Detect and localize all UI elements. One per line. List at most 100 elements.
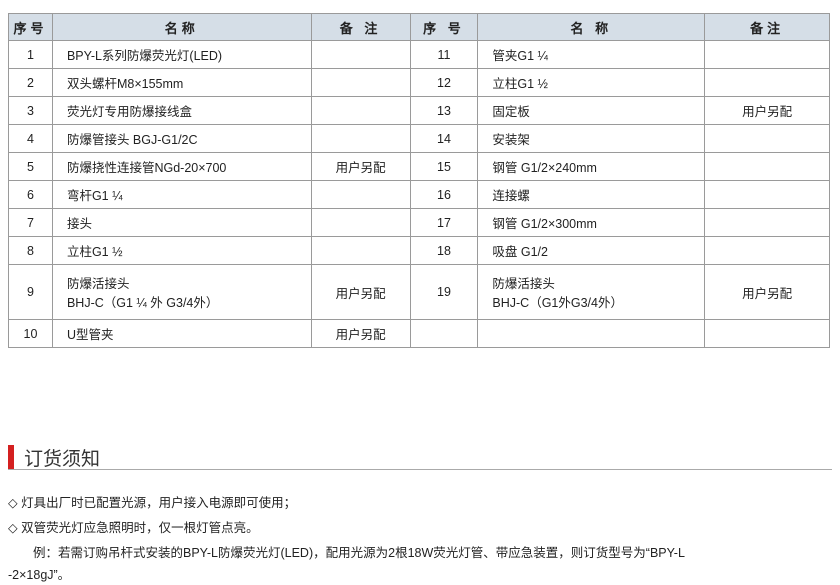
cell-text: 立柱G1 ½	[492, 77, 548, 91]
remark-right: 用户另配	[704, 264, 830, 320]
header-name-right: 名 称	[477, 13, 706, 41]
remark	[310, 68, 411, 97]
remark-right	[704, 40, 830, 69]
remark	[310, 124, 411, 153]
cell-text: 固定板	[492, 105, 530, 119]
cell-text: 防爆活接头	[66, 277, 130, 291]
part-name-right: 立柱G1 ½	[477, 68, 706, 97]
part-name: 立柱G1 ½	[51, 236, 312, 265]
remark	[310, 208, 411, 237]
cell-text: 防爆管接头 BGJ-G1/2C	[66, 133, 198, 147]
cell-text: 钢管 G1/2×240mm	[492, 161, 597, 175]
part-name: BPY-L系列防爆荧光灯(LED)	[51, 40, 312, 69]
row-number-right: 18	[409, 236, 479, 265]
row-number-right: 12	[409, 68, 479, 97]
remark-right	[704, 236, 830, 265]
remark-right	[704, 180, 830, 209]
row-number: 5	[8, 152, 53, 181]
cell-text: BHJ-C（G1外G3/4外）	[492, 296, 623, 310]
remark-right	[704, 208, 830, 237]
note-2: ◇ 双管荧光灯应急照明时，仅一根灯管点亮。	[8, 521, 259, 535]
row-number-right: 17	[409, 208, 479, 237]
cell-text: 3	[27, 103, 34, 118]
part-name: 双头螺杆M8×155mm	[51, 68, 312, 97]
row-number-right: 13	[409, 96, 479, 125]
cell-text: 18	[437, 243, 451, 258]
cell-text: 2	[27, 75, 34, 90]
part-name-right: 管夹G1 ¼	[477, 40, 706, 69]
part-name: 防爆管接头 BGJ-G1/2C	[51, 124, 312, 153]
cell-text: 6	[27, 187, 34, 202]
parts-table: 序号 名称 备 注 序 号 名 称 备注 1 BPY-L系列防爆荧光灯(LED) 1…	[8, 13, 830, 348]
cell-text: 弯杆G1 ¼	[66, 189, 123, 203]
cell-text: 安装架	[492, 133, 530, 147]
cell-text: 15	[437, 159, 451, 174]
table-row: 5 防爆挠性连接管NGd-20×700 用户另配 15 钢管 G1/2×240mm	[8, 152, 830, 181]
remark-right	[704, 68, 830, 97]
cell-text: 用户另配	[742, 286, 793, 301]
cell-text: 双头螺杆M8×155mm	[66, 77, 184, 91]
part-name-right	[477, 319, 706, 348]
cell-text: 钢管 G1/2×300mm	[492, 217, 597, 231]
row-number: 2	[8, 68, 53, 97]
part-name-right: 防爆活接头 BHJ-C（G1外G3/4外）	[477, 264, 706, 320]
row-number: 6	[8, 180, 53, 209]
cell-text: 立柱G1 ½	[66, 245, 123, 259]
row-number: 3	[8, 96, 53, 125]
remark: 用户另配	[310, 264, 411, 320]
cell-text: 防爆挠性连接管NGd-20×700	[66, 161, 227, 175]
part-name-right: 连接螺	[477, 180, 706, 209]
cell-text: 13	[437, 103, 451, 118]
cell-text: 用户另配	[742, 105, 793, 119]
table-row: 10 U型管夹 用户另配	[8, 319, 830, 348]
cell-text: 11	[437, 47, 451, 62]
example-text-cont: -2×18gJ”。	[8, 568, 71, 582]
cell-text: 荧光灯专用防爆接线盒	[66, 105, 192, 119]
row-number: 4	[8, 124, 53, 153]
cell-text: 防爆活接头	[492, 277, 555, 291]
cell-text: 用户另配	[335, 161, 386, 175]
section-title: 订货须知	[24, 449, 101, 470]
part-name-right: 钢管 G1/2×240mm	[477, 152, 706, 181]
cell-text: 用户另配	[335, 328, 386, 342]
section-accent-bar	[8, 445, 14, 469]
cell-text: 9	[27, 285, 34, 299]
part-name-right: 固定板	[477, 96, 706, 125]
cell-text: 16	[437, 187, 451, 202]
cell-text: 连接螺	[492, 189, 530, 203]
cell-text: 5	[27, 159, 34, 174]
header-note-right: 备注	[704, 13, 830, 41]
cell-text: 4	[27, 131, 34, 146]
cell-text: BHJ-C（G1 ¼ 外 G3/4外）	[66, 296, 219, 310]
remark	[310, 40, 411, 69]
part-name-right: 钢管 G1/2×300mm	[477, 208, 706, 237]
table-header: 序号 名称 备 注 序 号 名 称 备注	[8, 13, 830, 41]
table-row: 4 防爆管接头 BGJ-G1/2C 14 安装架	[8, 124, 830, 153]
row-number-right: 11	[409, 40, 479, 69]
note-1: ◇ 灯具出厂时已配置光源，用户接入电源即可使用；	[8, 496, 297, 510]
row-number: 10	[8, 319, 53, 348]
part-name: 弯杆G1 ¼	[51, 180, 312, 209]
row-number-right: 15	[409, 152, 479, 181]
cell-text: 用户另配	[335, 286, 386, 301]
table-row: 8 立柱G1 ½ 18 吸盘 G1/2	[8, 236, 830, 265]
part-name: 防爆挠性连接管NGd-20×700	[51, 152, 312, 181]
cell-text: 接头	[66, 217, 92, 231]
row-number-right: 19	[409, 264, 479, 320]
remark: 用户另配	[310, 319, 411, 348]
row-number: 7	[8, 208, 53, 237]
row-number: 8	[8, 236, 53, 265]
header-name: 名称	[51, 13, 312, 41]
cell-text: 10	[23, 326, 38, 341]
cell-text: 1	[27, 47, 34, 62]
row-number: 9	[8, 264, 53, 320]
row-number-right	[409, 319, 479, 348]
part-name-right: 吸盘 G1/2	[477, 236, 706, 265]
cell-text: 12	[437, 75, 451, 90]
part-name-right: 安装架	[477, 124, 706, 153]
part-name: 接头	[51, 208, 312, 237]
remark	[310, 180, 411, 209]
remark	[310, 96, 411, 125]
part-name: 防爆活接头 BHJ-C（G1 ¼ 外 G3/4外）	[51, 264, 312, 320]
header-note: 备 注	[310, 13, 411, 41]
